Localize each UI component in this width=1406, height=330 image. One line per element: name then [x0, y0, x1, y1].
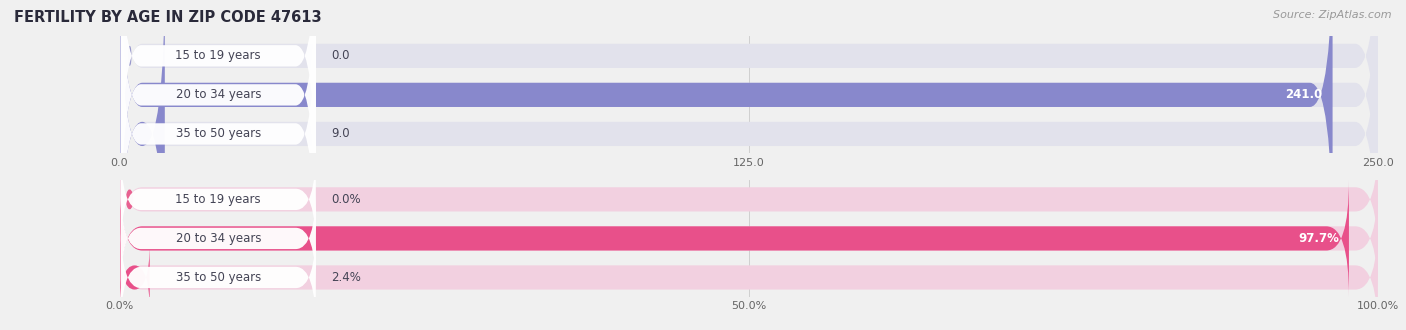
- FancyBboxPatch shape: [120, 180, 1378, 297]
- FancyBboxPatch shape: [121, 148, 316, 251]
- FancyBboxPatch shape: [120, 0, 165, 298]
- Text: 20 to 34 years: 20 to 34 years: [176, 88, 262, 101]
- FancyBboxPatch shape: [120, 180, 1348, 297]
- FancyBboxPatch shape: [120, 0, 1333, 258]
- FancyBboxPatch shape: [120, 141, 1378, 257]
- Circle shape: [127, 190, 132, 209]
- Text: 9.0: 9.0: [330, 127, 350, 141]
- FancyBboxPatch shape: [121, 226, 316, 329]
- Text: 0.0: 0.0: [330, 49, 350, 62]
- Text: Source: ZipAtlas.com: Source: ZipAtlas.com: [1274, 10, 1392, 20]
- Text: 2.4%: 2.4%: [330, 271, 361, 284]
- FancyBboxPatch shape: [121, 0, 316, 241]
- FancyBboxPatch shape: [121, 0, 316, 201]
- Text: 20 to 34 years: 20 to 34 years: [176, 232, 262, 245]
- Text: 97.7%: 97.7%: [1298, 232, 1339, 245]
- FancyBboxPatch shape: [120, 0, 1378, 258]
- Text: 0.0%: 0.0%: [330, 193, 360, 206]
- Text: 15 to 19 years: 15 to 19 years: [176, 49, 262, 62]
- FancyBboxPatch shape: [120, 0, 1378, 219]
- Circle shape: [128, 47, 131, 65]
- FancyBboxPatch shape: [120, 0, 1378, 298]
- FancyBboxPatch shape: [120, 243, 149, 312]
- Text: FERTILITY BY AGE IN ZIP CODE 47613: FERTILITY BY AGE IN ZIP CODE 47613: [14, 10, 322, 25]
- FancyBboxPatch shape: [121, 0, 316, 280]
- FancyBboxPatch shape: [121, 186, 316, 290]
- Text: 35 to 50 years: 35 to 50 years: [176, 271, 262, 284]
- Text: 241.0: 241.0: [1285, 88, 1323, 101]
- FancyBboxPatch shape: [120, 219, 1378, 330]
- Text: 35 to 50 years: 35 to 50 years: [176, 127, 262, 141]
- Text: 15 to 19 years: 15 to 19 years: [176, 193, 262, 206]
